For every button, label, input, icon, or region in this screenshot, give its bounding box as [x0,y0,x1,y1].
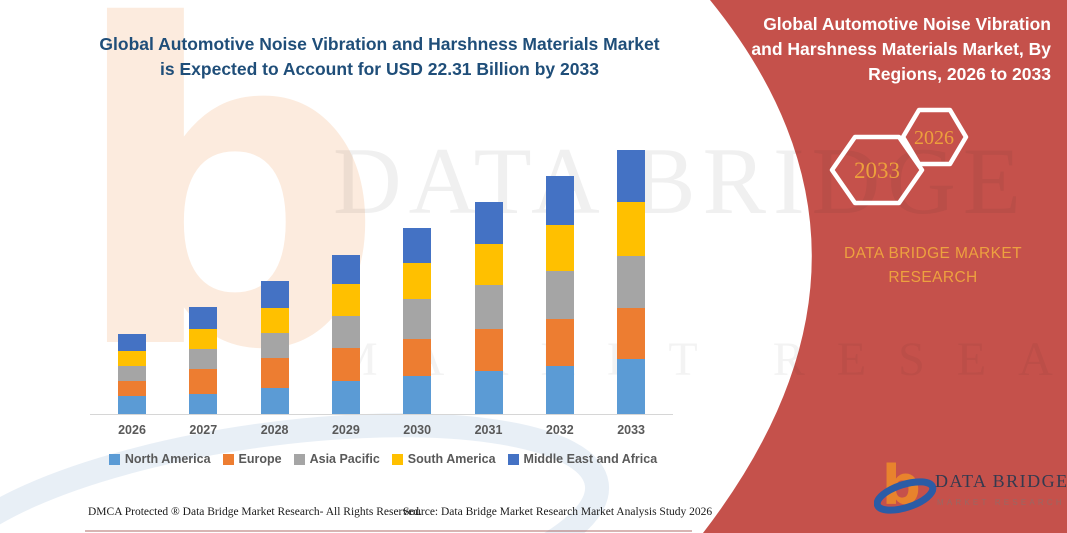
hexagon-year-badges: 2033 2026 [829,107,969,206]
bar-segment-2032-south-america [545,224,574,272]
legend-label-asia-pacific: Asia Pacific [309,452,380,466]
bar-segment-2032-asia-pacific [545,271,574,320]
bar-segment-2030-asia-pacific [403,299,432,339]
dbmr-logo: b DATA BRIDGE MARKET RESEARCH [874,454,1066,517]
bar-segment-2030-middle-east-and-africa [403,227,432,263]
bar-segment-2028-north-america [260,387,289,414]
hexagon-2033-label: 2033 [854,158,900,183]
footer-dmca: DMCA Protected ® Data Bridge Market Rese… [88,506,422,518]
bar-segment-2029-south-america [331,284,360,316]
bar-segment-2030-north-america [403,375,432,414]
bar-segment-2031-south-america [474,243,503,286]
x-axis-label-2029: 2029 [331,423,360,437]
bar-segment-2026-north-america [118,396,146,414]
legend-label-middle-east-and-africa: Middle East and Africa [523,452,658,466]
bar-segment-2030-europe [403,338,432,376]
legend-item-north-america: North America [108,452,211,466]
bar-segment-2027-north-america [189,394,218,414]
bar-segment-2031-europe [474,329,503,371]
bar-segment-2026-asia-pacific [118,366,146,382]
legend-swatch-asia-pacific [293,453,305,465]
bar-segment-2027-asia-pacific [189,349,218,369]
bar-segment-2026-europe [118,381,146,397]
bar-segment-2026-middle-east-and-africa [118,333,146,351]
chart-legend: North America Europe Asia Pacific South Ame… [92,452,674,466]
legend-item-europe: Europe [222,452,282,466]
bar-segment-2028-middle-east-and-africa [260,281,289,308]
footer-source: Source: Data Bridge Market Research Mark… [403,506,713,518]
bar-segment-2028-south-america [260,307,289,333]
watermark-swoosh [0,413,610,533]
bar-segment-2033-middle-east-and-africa [617,150,646,203]
bar-segment-2033-south-america [617,202,646,256]
bar-segment-2031-north-america [474,370,503,414]
bar-segment-2032-europe [545,319,574,366]
logo-subtitle: MARKET RESEARCH [937,498,1065,507]
bar-segment-2031-middle-east-and-africa [474,202,503,244]
bottom-rule [85,530,692,532]
legend-swatch-north-america [108,453,120,465]
legend-label-north-america: North America [124,452,211,466]
legend-item-middle-east-and-africa: Middle East and Africa [507,452,658,466]
x-axis-label-2030: 2030 [403,423,432,437]
hexagon-2026 [900,107,969,167]
panel-title: Global Automotive Noise Vibration and Ha… [751,14,1051,84]
bar-segment-2029-middle-east-and-africa [331,255,360,285]
chart-headline: Global Automotive Noise Vibration and Ha… [99,34,660,79]
bar-segment-2030-south-america [403,262,432,300]
bar-segment-2033-asia-pacific [617,255,646,308]
legend-swatch-south-america [391,453,403,465]
bar-segment-2029-north-america [331,380,360,414]
bar-segment-2028-europe [260,357,289,388]
legend-swatch-europe [222,453,234,465]
bar-segment-2033-north-america [617,359,646,414]
bar-segment-2026-south-america [118,350,146,367]
bar-segment-2027-europe [189,368,218,395]
hexagon-2026-label: 2026 [914,127,954,149]
bar-segment-2032-north-america [545,365,574,414]
bar-segment-2027-south-america [189,329,218,350]
legend-item-asia-pacific: Asia Pacific [293,452,380,466]
legend-label-south-america: South America [407,452,496,466]
x-axis-label-2026: 2026 [118,423,146,437]
bar-segment-2033-europe [617,307,646,360]
x-axis-label-2027: 2027 [189,423,218,437]
logo-wordmark: DATA BRIDGE [935,471,1066,491]
bar-segment-2032-middle-east-and-africa [545,175,574,225]
legend-label-europe: Europe [238,452,282,466]
logo-swoosh [874,478,937,514]
bar-segment-2027-middle-east-and-africa [189,307,218,330]
x-axis-line [90,414,673,415]
watermark-text-line2: MARKET RESEARCH [335,333,1067,386]
bar-segment-2029-europe [331,347,360,381]
bar-segment-2028-asia-pacific [260,332,289,358]
x-axis-label-2031: 2031 [474,423,503,437]
bar-segment-2029-asia-pacific [331,315,360,348]
x-axis-label-2028: 2028 [260,423,289,437]
brand-caption: DATA BRIDGE MARKET RESEARCH [843,245,1022,287]
legend-item-south-america: South America [391,452,496,466]
hexagon-2033 [829,134,925,206]
x-axis-label-2033: 2033 [617,423,645,437]
bar-segment-2031-asia-pacific [474,285,503,330]
legend-swatch-middle-east-and-africa [507,453,519,465]
x-axis-label-2032: 2032 [545,423,574,437]
